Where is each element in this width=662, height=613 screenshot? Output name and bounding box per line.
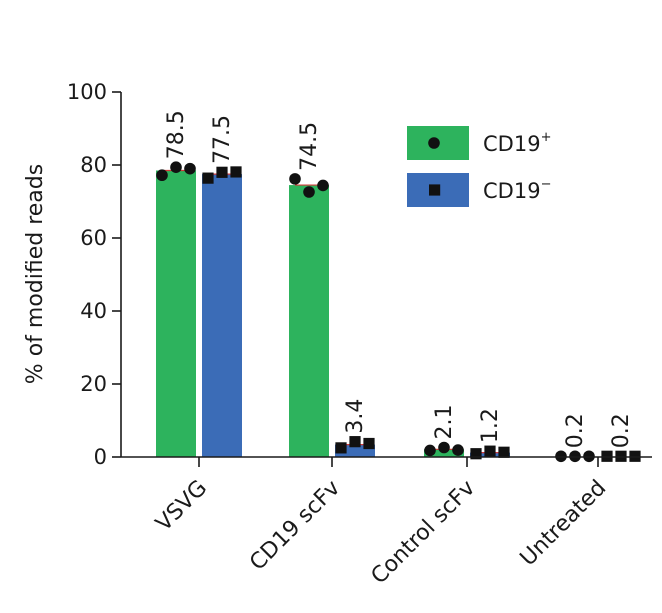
data-point (230, 166, 242, 178)
data-point (498, 446, 510, 458)
data-point (216, 166, 228, 178)
y-tick-label: 60 (80, 226, 107, 250)
y-tick-label: 100 (67, 80, 107, 104)
data-point (349, 436, 361, 448)
x-tick-label: Untreated (516, 476, 612, 572)
data-point (170, 161, 182, 173)
data-label: 77.5 (210, 115, 235, 164)
data-label: 74.5 (297, 122, 322, 171)
data-label: 1.2 (478, 408, 503, 443)
y-tick-label: 0 (94, 445, 107, 469)
data-point (317, 179, 329, 192)
data-label: 0.2 (609, 413, 634, 448)
y-tick-label: 20 (80, 372, 107, 396)
legend: CD19+ CD19− (407, 126, 551, 207)
legend-marker (428, 137, 440, 149)
data-label: 0.2 (563, 413, 588, 448)
data-label: 3.4 (343, 399, 368, 434)
data-point (202, 172, 214, 184)
data-point (470, 448, 482, 460)
data-point (484, 445, 496, 457)
data-point (363, 437, 375, 450)
x-tick-label: Control scFv (367, 476, 481, 590)
data-point (452, 444, 464, 456)
legend-label: CD19+ (483, 130, 551, 156)
bar (156, 170, 196, 457)
x-tick-label: VSVG (151, 476, 212, 537)
y-tick-label: 80 (80, 153, 107, 177)
data-point (438, 441, 450, 454)
legend-label: CD19− (483, 177, 551, 203)
data-point (289, 173, 301, 185)
x-axis: VSVG CD19 scFv Control scFv Untreated (121, 456, 652, 590)
y-axis-label: % of modified reads (23, 164, 48, 384)
data-label: 2.1 (432, 405, 457, 440)
legend-marker (429, 184, 441, 196)
y-tick-label: 40 (80, 299, 107, 323)
bar (202, 174, 242, 457)
data-labels: 78.5 74.5 2.1 0.2 77.5 3.4 1.2 0.2 (164, 110, 634, 448)
bar (289, 185, 329, 457)
data-point (335, 442, 347, 454)
data-point (303, 186, 315, 198)
data-point (156, 169, 168, 182)
data-point (184, 162, 196, 175)
data-point (424, 444, 436, 457)
y-axis: 0 20 40 60 80 100 (67, 80, 122, 469)
data-label: 78.5 (164, 110, 189, 159)
x-tick-label: CD19 scFv (245, 476, 345, 576)
